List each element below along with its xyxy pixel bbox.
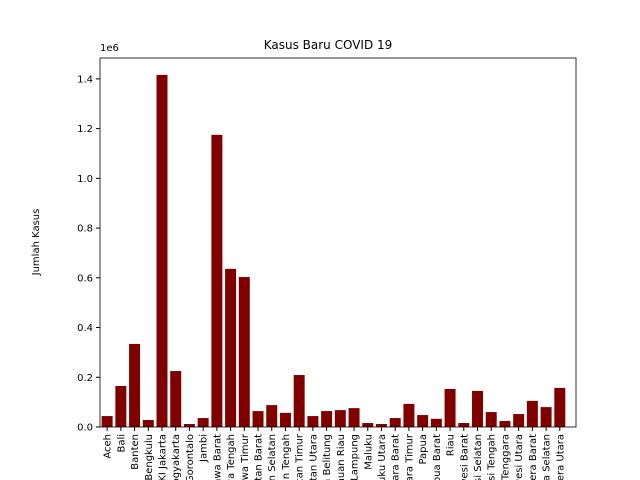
x-tick-label: Bali	[116, 434, 127, 453]
x-tick-label: Nusa Tenggara Timur	[404, 433, 415, 480]
bar	[554, 387, 566, 427]
x-tick-label: Sumatera Selatan	[542, 434, 553, 480]
bar	[499, 421, 511, 427]
x-tick-label: Banten	[130, 434, 141, 470]
x-tick-label: Aceh	[103, 434, 114, 459]
bar	[444, 388, 456, 427]
x-tick-label: Kalimantan Utara	[308, 434, 319, 480]
bar	[334, 410, 346, 427]
chart-title: Kasus Baru COVID 19	[264, 38, 393, 52]
x-tick-label: Sulawesi Utara	[514, 434, 525, 480]
y-tick-label: 1.4	[77, 74, 93, 85]
bar	[225, 268, 237, 427]
x-tick-label: Nusa Tenggara Barat	[391, 434, 402, 480]
bar	[375, 424, 387, 427]
x-tick-label: Kalimantan Selatan	[267, 434, 278, 480]
y-tick-label: 0.4	[77, 323, 93, 334]
x-tick-label: Jambi	[199, 434, 210, 463]
x-tick-label: Kepulauan Bangka Belitung	[322, 434, 333, 480]
bar	[115, 385, 127, 427]
plot-frame	[99, 57, 577, 428]
bar	[211, 134, 223, 427]
x-tick-label: Lampung	[350, 434, 361, 480]
bar	[526, 400, 538, 427]
y-tick-label: 1.2	[77, 124, 93, 135]
x-tick-label: Jawa Barat	[212, 434, 223, 480]
x-tick-label: Sulawesi Barat	[459, 434, 470, 480]
x-tick-label: Papua	[418, 434, 429, 465]
y-tick-label: 0.8	[77, 224, 93, 235]
x-tick-label: Sumatera Utara	[555, 434, 566, 480]
y-tick-label: 1.0	[77, 174, 93, 185]
bar	[430, 418, 442, 427]
bar	[458, 423, 470, 427]
bar	[485, 412, 497, 427]
bar	[183, 424, 195, 427]
bar	[266, 405, 278, 427]
x-tick-label: Riau	[446, 434, 457, 456]
x-tick-label: Sumatera Barat	[528, 434, 539, 480]
bar	[513, 414, 525, 427]
y-axis-label: Jumlah Kasus	[31, 209, 42, 277]
bar	[540, 407, 552, 427]
x-tick-label: Sulawesi Tenggara	[500, 434, 511, 480]
bar	[129, 343, 141, 427]
bar	[403, 403, 415, 427]
bar	[417, 415, 429, 427]
bar	[362, 423, 374, 427]
y-offset-label: 1e6	[100, 43, 119, 54]
y-tick-label: 0.2	[77, 373, 93, 384]
x-tick-label: Bengkulu	[144, 434, 155, 480]
x-tick-label: Maluku Utara	[377, 434, 388, 480]
x-tick-label: Gorontalo	[185, 434, 196, 480]
bar	[279, 412, 291, 427]
x-tick-label: Kalimantan Tengah	[281, 434, 292, 480]
bar	[348, 408, 360, 427]
bar	[197, 418, 209, 427]
bar	[307, 416, 319, 427]
x-tick-label: DI Yogyakarta	[171, 434, 182, 480]
x-tick-label: DKI Jakarta	[158, 434, 169, 480]
x-tick-label: Sulawesi Selatan	[473, 434, 484, 480]
x-tick-label: Jawa Tengah	[226, 434, 237, 480]
bar	[293, 375, 305, 427]
x-tick-label: Kepulauan Riau	[336, 434, 347, 480]
bar	[156, 74, 168, 427]
x-tick-label: Jawa Timur	[240, 433, 251, 480]
bar	[389, 418, 401, 427]
bar	[252, 411, 264, 427]
x-tick-label: Kalimantan Barat	[254, 434, 265, 480]
bar	[142, 420, 154, 427]
bar	[170, 371, 182, 427]
x-tick-label: Kalimantan Timur	[295, 433, 306, 480]
x-tick-label: Sulawesi Tengah	[487, 434, 498, 480]
bar	[238, 277, 250, 427]
x-tick-label: Maluku	[363, 434, 374, 470]
bar	[472, 390, 483, 427]
y-tick-label: 0.0	[77, 423, 93, 434]
bar	[101, 416, 113, 427]
x-tick-label: Papua Barat	[432, 434, 443, 480]
bar	[321, 411, 333, 427]
y-tick-label: 0.6	[77, 273, 93, 284]
